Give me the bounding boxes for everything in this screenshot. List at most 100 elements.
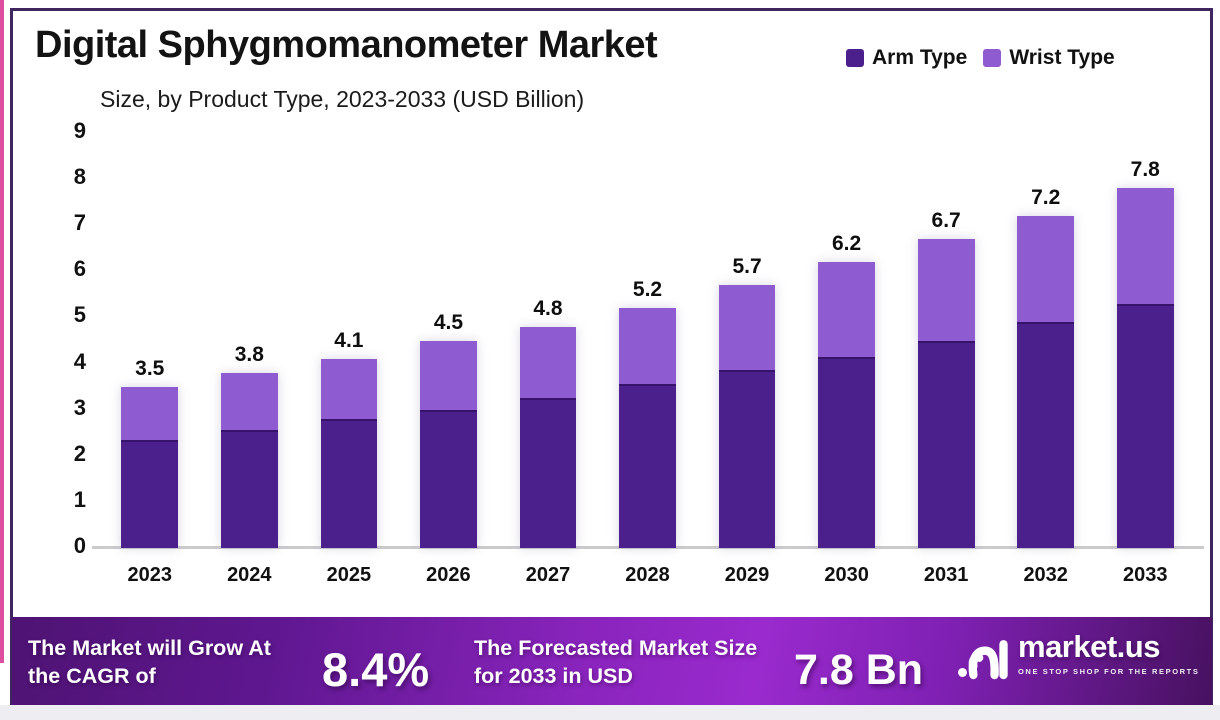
bar-total-label: 6.7 xyxy=(931,209,961,233)
bar-column-2024: 3.8 xyxy=(200,133,300,548)
legend-swatch-arm-icon xyxy=(846,49,864,67)
bar-segment-arm-2023 xyxy=(121,439,179,548)
cagr-label: The Market will Grow At the CAGR of xyxy=(28,636,271,689)
x-tick-label-2029: 2029 xyxy=(724,564,770,586)
y-tick-label-1: 1 xyxy=(73,486,86,512)
bar-total-label: 3.5 xyxy=(135,356,165,380)
bar-stack xyxy=(818,262,875,548)
legend-item-arm-type: Arm Type xyxy=(846,46,967,70)
bar-segment-wrist-2032 xyxy=(1017,216,1075,323)
bar-total-label: 7.2 xyxy=(1031,186,1061,210)
bar-stack xyxy=(1017,216,1075,548)
left-edge-strip xyxy=(0,0,4,663)
cagr-value: 8.4% xyxy=(322,643,430,696)
bar-stack xyxy=(121,386,179,548)
bar-column-2030: 6.2 xyxy=(797,133,897,548)
bar-segment-wrist-2030 xyxy=(818,262,875,357)
bar-segment-arm-2029 xyxy=(718,370,776,548)
bar-stack xyxy=(220,372,278,548)
bar-segment-arm-2032 xyxy=(1017,322,1075,548)
bar-column-2027: 4.8 xyxy=(498,133,598,548)
bar-total-label: 4.8 xyxy=(533,296,563,320)
bar-stack xyxy=(420,340,477,548)
legend: Arm Type Wrist Type xyxy=(846,46,1115,70)
bar-segment-arm-2028 xyxy=(619,384,676,548)
bar-chart-plot-area: 3.5 3.8 4.1 4.5 4.8 5.2 5.7 6.2 6.7 7.2 7.8 xyxy=(100,133,1195,548)
bottom-strip xyxy=(0,705,1220,720)
bar-total-label: 4.5 xyxy=(433,310,464,334)
bar-total-label: 5.7 xyxy=(732,255,762,279)
bar-stack xyxy=(519,326,577,548)
logo-tagline: ONE STOP SHOP FOR THE REPORTS xyxy=(1018,666,1200,676)
x-tick-label-2025: 2025 xyxy=(326,564,372,586)
x-tick-label-2023: 2023 xyxy=(127,564,173,586)
bar-segment-wrist-2031 xyxy=(917,239,975,341)
chart-subtitle: Size, by Product Type, 2023-2033 (USD Bi… xyxy=(100,86,585,112)
market-us-logo: market.us ONE STOP SHOP FOR THE REPORTS xyxy=(958,629,1200,682)
bar-column-2031: 6.7 xyxy=(896,133,996,548)
bar-column-2026: 4.5 xyxy=(399,133,499,548)
forecast-value: 7.8 Bn xyxy=(794,646,924,694)
bar-segment-wrist-2023 xyxy=(121,386,179,440)
bar-column-2028: 5.2 xyxy=(598,133,698,548)
logo-brand: market.us xyxy=(1018,629,1160,664)
x-tick-label-2026: 2026 xyxy=(426,564,471,586)
bar-segment-wrist-2026 xyxy=(420,340,477,410)
bar-segment-wrist-2027 xyxy=(519,326,577,399)
bar-segment-arm-2026 xyxy=(420,409,477,548)
bar-stack xyxy=(917,239,975,548)
bar-stack xyxy=(320,358,378,548)
footer-banner: The Market will Grow At the CAGR of 8.4%… xyxy=(12,617,1212,705)
x-axis-labels: 2023 2024 2025 2026 2027 2028 2029 2030 2031 2032… xyxy=(100,564,1195,587)
bar-segment-arm-2024 xyxy=(220,430,278,548)
y-tick-label-8: 8 xyxy=(73,164,86,190)
bar-total-label: 4.1 xyxy=(334,328,364,352)
bar-segment-wrist-2033 xyxy=(1116,188,1174,304)
y-tick-label-5: 5 xyxy=(73,302,86,328)
bar-column-2025: 4.1 xyxy=(299,133,399,548)
x-tick-label-2024: 2024 xyxy=(227,564,272,586)
y-tick-label-4: 4 xyxy=(73,348,86,374)
y-tick-label-0: 0 xyxy=(73,533,86,558)
x-tick-label-2031: 2031 xyxy=(923,564,969,586)
bar-total-label: 3.8 xyxy=(234,342,264,366)
legend-swatch-wrist-icon xyxy=(983,49,1002,67)
y-tick-label-2: 2 xyxy=(73,440,86,466)
bar-stack xyxy=(718,285,776,548)
legend-label-wrist: Wrist Type xyxy=(1009,46,1115,69)
bar-column-2029: 5.7 xyxy=(697,133,797,548)
bar-segment-wrist-2029 xyxy=(718,285,776,371)
market-us-logo-text: market.us ONE STOP SHOP FOR THE REPORTS xyxy=(1018,629,1200,676)
x-tick-label-2027: 2027 xyxy=(525,564,571,586)
x-tick-label-2028: 2028 xyxy=(625,564,670,586)
bar-segment-arm-2031 xyxy=(917,340,975,548)
bar-segment-arm-2025 xyxy=(320,418,378,548)
x-tick-label-2032: 2032 xyxy=(1023,564,1068,586)
bar-column-2033: 7.8 xyxy=(1095,133,1195,548)
market-us-logo-icon xyxy=(958,640,1008,680)
bar-segment-arm-2033 xyxy=(1116,303,1174,548)
bar-column-2032: 7.2 xyxy=(996,133,1096,548)
bar-stack xyxy=(619,308,676,548)
bar-column-2023: 3.5 xyxy=(100,133,200,548)
bar-segment-arm-2030 xyxy=(818,356,875,548)
forecast-label: The Forecasted Market Size for 2033 in U… xyxy=(474,636,758,689)
legend-label-arm: Arm Type xyxy=(872,46,968,69)
y-tick-label-7: 7 xyxy=(73,210,86,236)
bar-segment-wrist-2025 xyxy=(320,358,378,419)
x-tick-label-2030: 2030 xyxy=(824,564,869,586)
y-tick-label-6: 6 xyxy=(73,256,86,282)
y-axis: 0 1 2 3 4 5 6 7 8 9 xyxy=(52,120,86,557)
bar-total-label: 7.8 xyxy=(1130,158,1160,182)
bar-total-label: 6.2 xyxy=(832,232,862,256)
bar-segment-wrist-2024 xyxy=(220,372,278,431)
y-tick-label-3: 3 xyxy=(73,394,86,420)
chart-title: Digital Sphygmomanometer Market xyxy=(35,24,658,66)
x-tick-label-2033: 2033 xyxy=(1122,564,1168,586)
bar-total-label: 5.2 xyxy=(632,278,663,302)
y-tick-label-9: 9 xyxy=(73,118,86,143)
bar-segment-wrist-2028 xyxy=(619,308,676,385)
bar-stack xyxy=(1116,188,1174,548)
legend-item-wrist-type: Wrist Type xyxy=(983,46,1115,70)
